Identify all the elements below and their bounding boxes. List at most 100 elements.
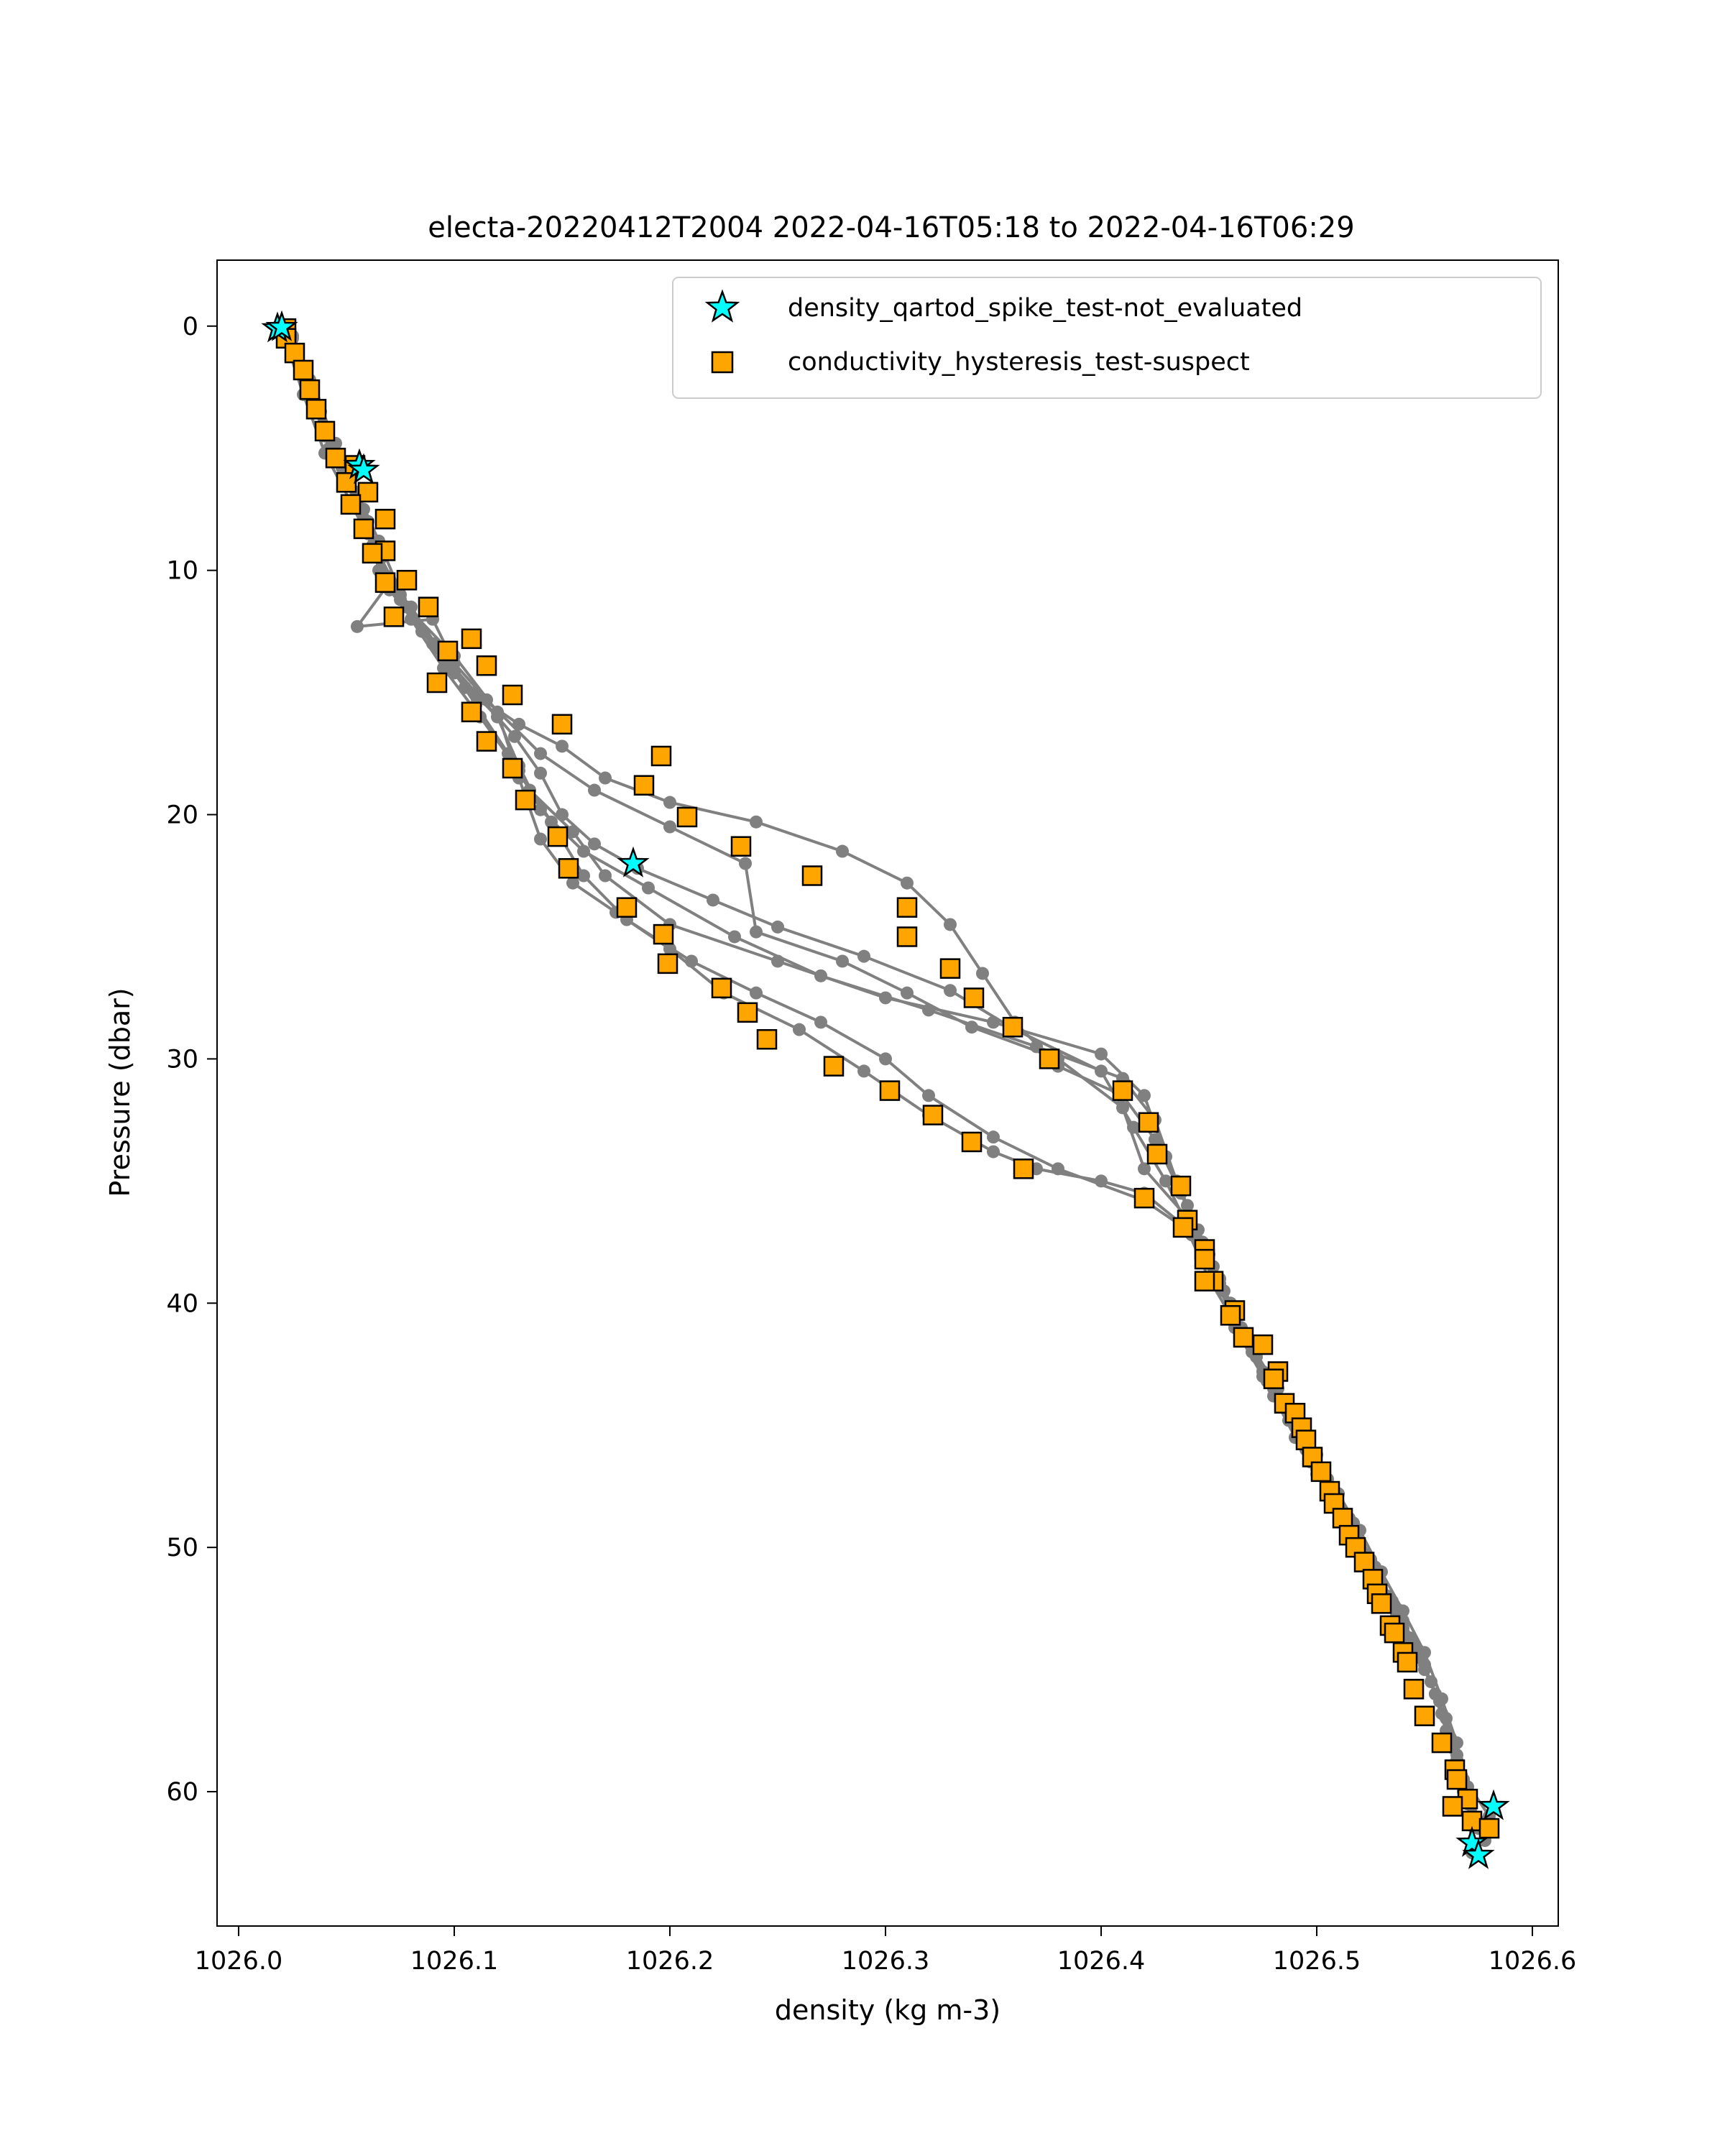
profile-point	[1149, 1133, 1162, 1146]
x-axis-label: density (kg m-3)	[775, 1994, 1000, 2026]
suspect-marker	[374, 572, 396, 593]
suspect-marker	[340, 494, 362, 515]
profile-point	[728, 930, 741, 944]
suspect-marker	[1233, 1327, 1254, 1348]
profile-point	[1138, 1089, 1151, 1102]
chart-title: electa-20220412T2004 2022-04-16T05:18 to…	[428, 211, 1354, 244]
suspect-marker	[502, 684, 523, 706]
suspect-marker	[616, 897, 638, 918]
suspect-marker	[1442, 1796, 1463, 1817]
profile-point	[566, 876, 579, 890]
y-tick-label: 30	[166, 1045, 198, 1074]
profile-point	[901, 986, 914, 1000]
profile-point	[739, 857, 752, 870]
y-tick-label: 40	[166, 1289, 198, 1318]
x-tick-label: 1026.5	[1273, 1947, 1361, 1976]
suspect-marker	[314, 420, 336, 442]
legend-star-marker	[704, 289, 740, 323]
suspect-marker	[374, 509, 396, 530]
profile-point	[534, 747, 547, 760]
spike-marker	[347, 453, 380, 484]
suspect-marker	[1397, 1651, 1418, 1673]
profile-point	[534, 803, 547, 816]
profile-point	[976, 967, 989, 980]
suspect-marker	[879, 1080, 901, 1101]
suspect-marker	[1013, 1158, 1034, 1179]
suspect-marker	[383, 606, 405, 627]
y-axis-label: Pressure (dbar)	[104, 987, 136, 1197]
x-tick-label: 1026.1	[410, 1947, 498, 1976]
spike-marker	[617, 846, 650, 877]
suspect-marker	[963, 987, 985, 1008]
suspect-marker	[730, 836, 752, 857]
suspect-marker	[1146, 1143, 1168, 1165]
suspect-marker	[1478, 1818, 1500, 1839]
profile-point	[1127, 1120, 1140, 1134]
spike-marker	[1477, 1789, 1510, 1820]
profile-point	[901, 876, 914, 890]
profile-point	[750, 815, 763, 829]
profile-point	[1095, 1174, 1108, 1188]
profile-point	[750, 925, 763, 939]
profile-point	[1390, 1602, 1403, 1616]
suspect-marker	[284, 342, 305, 364]
suspect-marker	[676, 806, 698, 828]
suspect-marker	[1263, 1368, 1284, 1389]
suspect-marker	[1194, 1248, 1215, 1270]
suspect-marker	[1403, 1679, 1425, 1700]
profile-point	[491, 705, 504, 719]
profile-point	[588, 783, 601, 797]
legend-label-suspect: conductivity_hysteresis_test-suspect	[788, 348, 1250, 377]
suspect-marker	[961, 1131, 983, 1153]
suspect-marker	[551, 714, 573, 735]
profile-point	[1159, 1174, 1172, 1188]
suspect-marker	[896, 926, 918, 947]
profile-point	[836, 844, 849, 858]
profile-point	[922, 1089, 935, 1102]
suspect-marker	[1414, 1705, 1435, 1726]
profile-point	[965, 1021, 978, 1034]
spike-marker	[265, 310, 298, 341]
suspect-marker	[657, 953, 678, 975]
profile-point	[642, 881, 655, 895]
x-tick-label: 1026.2	[626, 1947, 714, 1976]
suspect-marker	[896, 897, 918, 918]
profile-point	[944, 918, 957, 931]
profile-point	[793, 1023, 806, 1036]
profile-point	[545, 815, 558, 829]
profile-point	[577, 844, 590, 858]
legend-square-marker	[711, 351, 734, 374]
suspect-marker	[801, 865, 823, 886]
spike-marker	[1455, 1825, 1489, 1857]
suspect-marker	[299, 379, 321, 400]
suspect-marker	[1172, 1217, 1194, 1238]
x-tick-label: 1026.0	[195, 1947, 282, 1976]
y-tick-label: 60	[166, 1778, 198, 1807]
profile-point	[814, 1015, 827, 1029]
spike-marker	[1462, 1838, 1495, 1869]
suspect-marker	[1332, 1508, 1353, 1529]
suspect-marker	[939, 958, 961, 979]
profile-point	[663, 820, 676, 834]
profile-point	[707, 893, 719, 907]
profile-point	[1138, 1162, 1151, 1176]
profile-point	[556, 740, 569, 753]
suspect-marker	[461, 701, 482, 723]
profile-point	[534, 766, 547, 780]
suspect-marker	[476, 731, 497, 752]
legend-box	[672, 277, 1542, 399]
suspect-marker	[293, 359, 314, 381]
profile-point	[534, 832, 547, 846]
suspect-marker	[418, 596, 439, 617]
profile-point	[1095, 1047, 1108, 1061]
suspect-marker	[1295, 1429, 1317, 1450]
suspect-marker	[653, 923, 674, 945]
y-tick-label: 20	[166, 801, 198, 830]
profile-point	[771, 920, 784, 934]
profile-point	[836, 954, 849, 968]
profile-point	[1095, 1064, 1108, 1078]
suspect-marker	[426, 672, 448, 694]
flag-markers	[261, 310, 1510, 1869]
profile-point	[750, 986, 763, 1000]
suspect-marker	[737, 1002, 758, 1023]
